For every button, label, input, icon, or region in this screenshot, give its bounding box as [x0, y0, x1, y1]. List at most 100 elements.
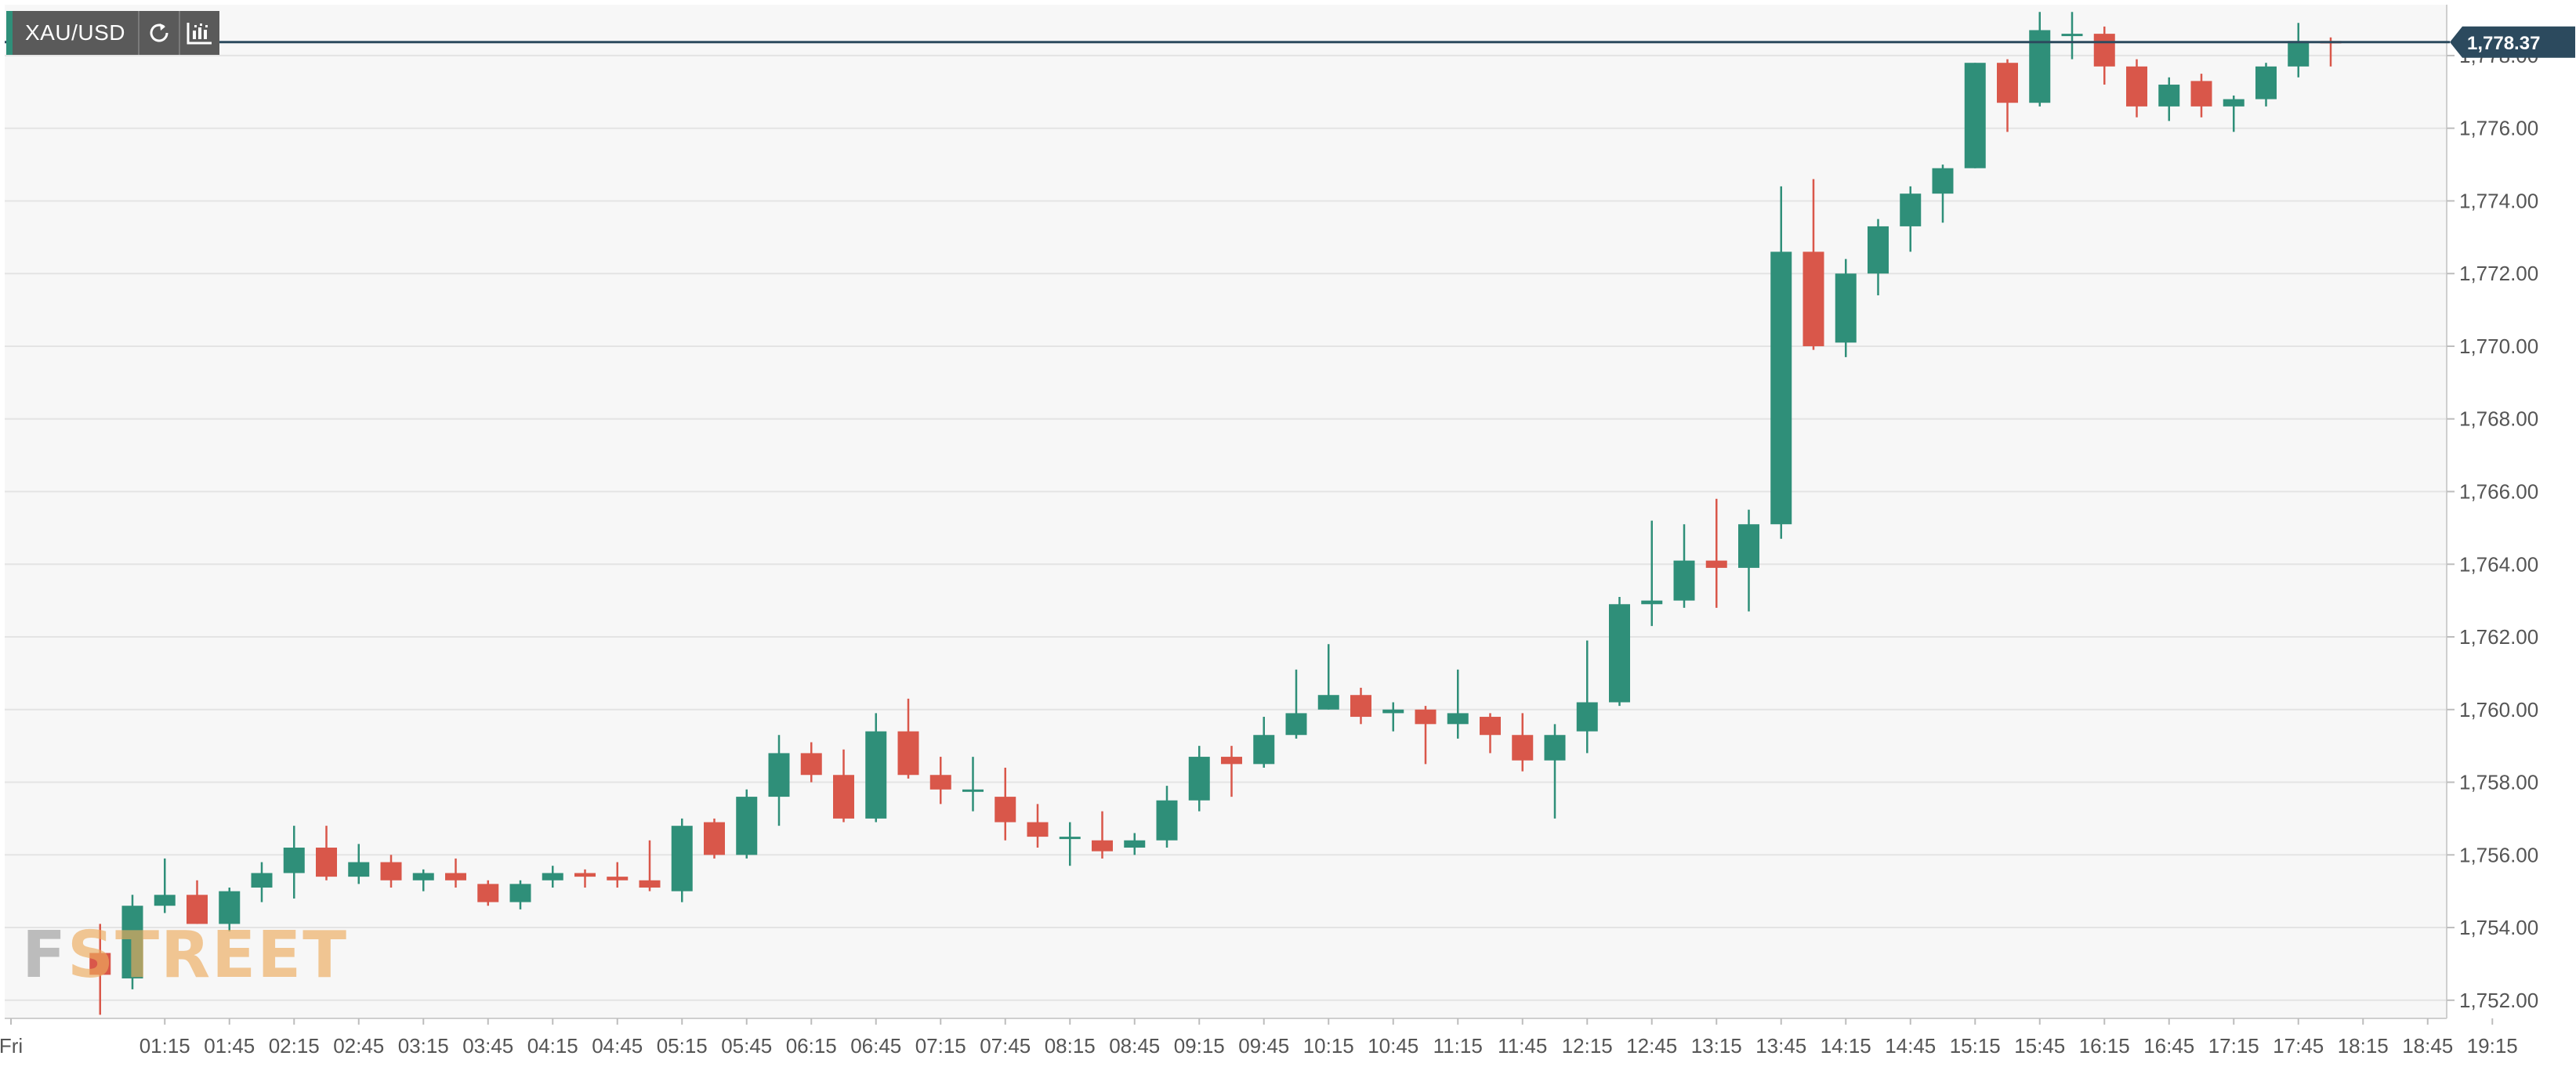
candle: [962, 757, 984, 812]
y-tick-label: 1,776.00: [2459, 117, 2538, 140]
candle-body: [1609, 604, 1630, 703]
candle: [2288, 23, 2310, 78]
candle: [2126, 59, 2147, 118]
candle-body: [1705, 560, 1727, 568]
candle: [1576, 640, 1598, 754]
candle-body: [316, 848, 337, 877]
candle: [542, 866, 563, 888]
candle-body: [1802, 251, 1824, 346]
y-tick-label: 1,768.00: [2459, 407, 2538, 431]
x-tick-label: 02:15: [269, 1034, 320, 1058]
candle-body: [412, 873, 434, 881]
candle-body: [380, 862, 402, 881]
candle-body: [1285, 713, 1307, 736]
candle: [1544, 724, 1566, 819]
candle-body: [1156, 800, 1178, 841]
candle: [574, 869, 596, 888]
x-tick-label: 03:15: [398, 1034, 449, 1058]
y-tick-label: 1,772.00: [2459, 262, 2538, 285]
candle-body: [639, 880, 661, 888]
candle-body: [477, 884, 499, 902]
y-tick-label: 1,754.00: [2459, 916, 2538, 939]
candle: [1641, 520, 1663, 627]
candle-body: [154, 895, 176, 906]
candle-body: [2223, 99, 2244, 107]
candle-body: [929, 775, 951, 790]
candle-body: [348, 862, 370, 877]
candle-body: [1997, 63, 2018, 103]
candle: [833, 749, 854, 823]
candle-body: [1641, 600, 1663, 605]
x-tick-label: Fri: [0, 1034, 23, 1058]
candle: [1059, 822, 1081, 866]
candle: [154, 858, 176, 913]
chart-type-button[interactable]: [178, 11, 219, 55]
watermark-prefix: F: [22, 918, 68, 993]
x-tick-label: 10:15: [1303, 1034, 1354, 1058]
plot-area: [5, 5, 2447, 1018]
candle: [477, 880, 499, 906]
candle: [671, 818, 693, 902]
x-tick-label: 06:15: [786, 1034, 837, 1058]
candle-body: [2093, 34, 2115, 67]
candle: [1350, 687, 1371, 725]
candle-body: [1673, 560, 1695, 601]
candle-body: [509, 884, 531, 902]
candle-body: [1770, 251, 1792, 525]
x-tick-label: 15:45: [2014, 1034, 2065, 1058]
x-tick-label: 07:45: [980, 1034, 1031, 1058]
candle-body: [1738, 524, 1759, 568]
candle: [929, 757, 951, 805]
candle-body: [962, 789, 984, 792]
x-tick-label: 16:45: [2143, 1034, 2194, 1058]
candle-body: [1835, 273, 1857, 343]
candle: [1382, 702, 1404, 732]
x-tick-label: 05:15: [657, 1034, 708, 1058]
candle: [704, 818, 725, 859]
x-tick-label: 03:45: [462, 1034, 513, 1058]
candle: [1285, 669, 1307, 739]
candle-body: [1964, 63, 1986, 168]
candle-body: [671, 826, 693, 891]
candle: [509, 880, 531, 909]
candle: [283, 826, 305, 899]
candle: [2223, 95, 2244, 132]
candle-body: [1188, 757, 1210, 801]
candle-body: [1350, 695, 1371, 718]
x-tick-label: 12:45: [1626, 1034, 1677, 1058]
candle: [865, 713, 887, 823]
candle-body: [800, 753, 822, 776]
candle-body: [704, 822, 725, 855]
candle-body: [1900, 193, 1922, 226]
candle: [251, 862, 273, 902]
instrument-label[interactable]: XAU/USD: [25, 20, 125, 45]
candle-body: [89, 953, 111, 975]
candle-body: [2190, 81, 2212, 107]
candle-body: [1124, 840, 1146, 848]
x-tick-label: 05:45: [721, 1034, 772, 1058]
candle-body: [445, 873, 466, 881]
candle-body: [995, 797, 1016, 823]
candles: [89, 12, 2342, 1015]
candle-body: [219, 891, 241, 924]
candle: [1447, 669, 1469, 739]
candle: [736, 789, 758, 859]
y-tick-label: 1,766.00: [2459, 479, 2538, 503]
candle-body: [1415, 709, 1437, 725]
candle: [1609, 596, 1630, 707]
candle: [607, 862, 629, 888]
x-tick-label: 01:15: [139, 1034, 190, 1058]
candle: [380, 855, 402, 888]
candle: [1835, 259, 1857, 357]
x-tick-label: 09:15: [1174, 1034, 1225, 1058]
current-price-badge-shape: [2450, 26, 2575, 58]
candle: [187, 880, 208, 924]
candle: [1253, 717, 1275, 768]
candle-body: [2158, 85, 2180, 107]
candle: [1512, 713, 1534, 772]
refresh-button[interactable]: [137, 11, 179, 55]
candle: [1673, 524, 1695, 608]
y-tick-label: 1,758.00: [2459, 771, 2538, 794]
candle: [348, 844, 370, 884]
